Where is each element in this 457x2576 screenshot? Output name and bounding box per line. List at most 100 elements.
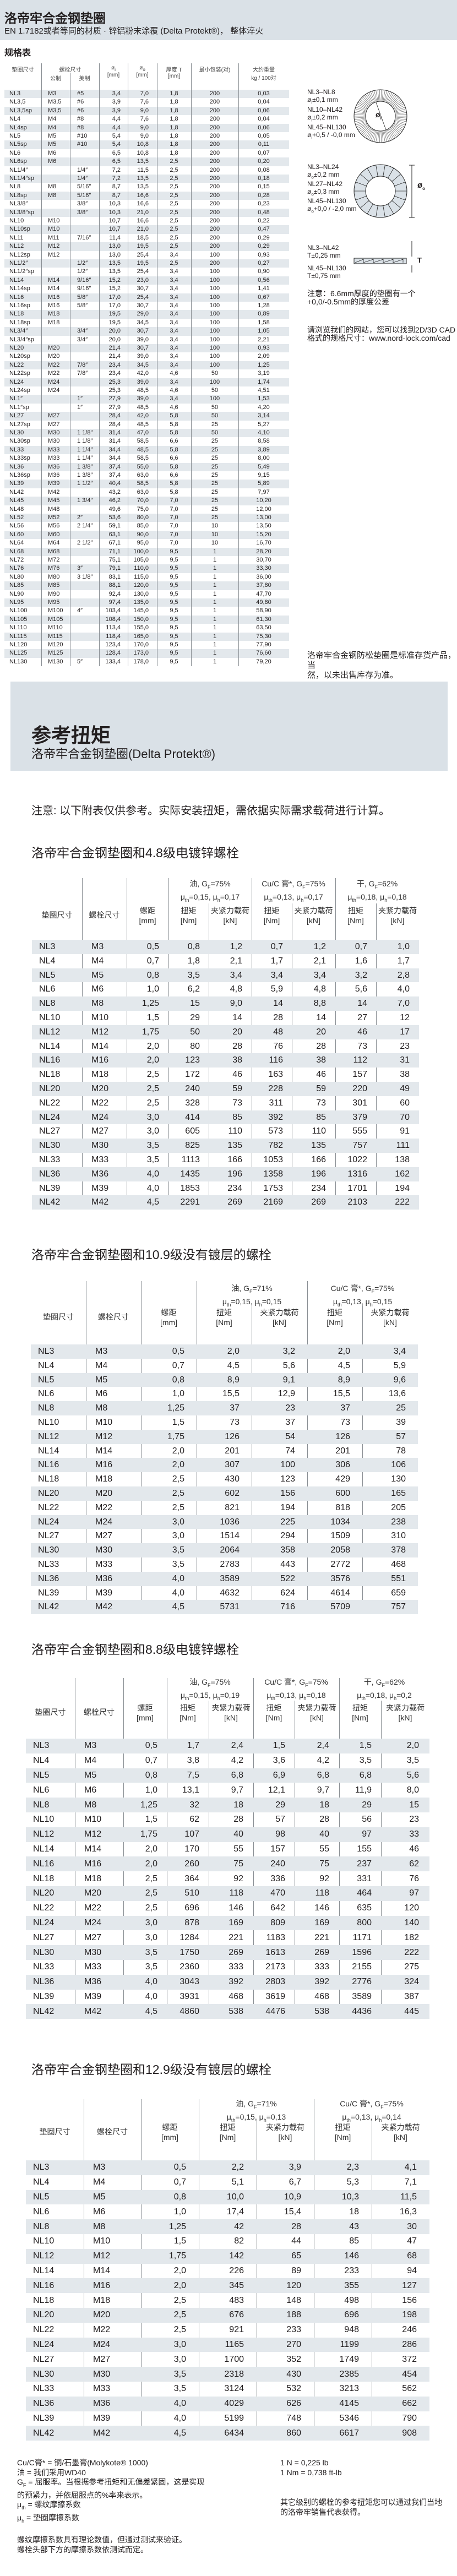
mu-th: =0,13, μ — [350, 2112, 379, 2121]
table-cell: NL42 — [33, 2006, 55, 2016]
spec-cell: NL22sp — [9, 370, 30, 377]
spec-cell: 2,5 — [170, 200, 178, 208]
table-cell: 138 — [395, 1154, 410, 1164]
spec-cell: M90 — [48, 590, 60, 597]
spec-cell: 7,0 — [170, 514, 178, 521]
spec-cell: 7,97 — [258, 488, 270, 495]
spec-cell: NL56 — [9, 522, 24, 530]
table-cell: 7,5 — [187, 1771, 199, 1780]
table-cell: NL33 — [33, 2384, 55, 2394]
thickness-tolerance: T±0,75 mm — [307, 272, 341, 280]
text: = 垫圈摩擦系数 — [24, 2513, 80, 2522]
label: 厚度 T — [166, 67, 182, 73]
table-cell: NL27 — [38, 1531, 59, 1541]
table-cell: 825 — [185, 1141, 200, 1151]
spec-cell: 100 — [209, 395, 220, 402]
spec-cell: M12 — [48, 243, 60, 250]
table-cell: 2803 — [265, 1977, 285, 1987]
table-cell: 1596 — [352, 1947, 372, 1957]
table-cell: 220 — [352, 1083, 367, 1093]
table-cell: 130 — [391, 1474, 406, 1484]
spec-cell: 1 — [213, 548, 217, 555]
spec-cell: M110 — [48, 624, 63, 631]
sub: F — [371, 1288, 375, 1294]
table-cell: 6,2 — [187, 984, 200, 994]
spec-cell: M5 — [48, 133, 57, 139]
table-cell: 30 — [407, 2221, 417, 2231]
header-text: 扭矩 — [220, 2123, 236, 2132]
mu-th: =0,13, μ — [275, 1690, 304, 1700]
spec-cell: 8,58 — [258, 438, 270, 445]
spec-cell: 2 1/2″ — [77, 540, 93, 547]
spec-cell: 5/8″ — [77, 302, 88, 309]
spec-cell: 100 — [209, 378, 220, 385]
table-cell: 170 — [184, 1844, 199, 1854]
spec-cell: 173,0 — [133, 650, 149, 657]
table-cell: 196 — [227, 1169, 242, 1179]
dia-symbol: ø — [307, 113, 312, 121]
spec-cell: 100 — [209, 276, 220, 284]
table-cell: 156 — [402, 2295, 417, 2305]
spec-cell: 39,0 — [137, 353, 149, 360]
sub: th — [231, 2117, 236, 2123]
header-text: [kN] — [310, 1713, 324, 1722]
spec-cell: NL3 — [9, 90, 21, 97]
spec-cell: 0,93 — [258, 251, 270, 258]
header-text: 垫圈尺寸 — [43, 1312, 74, 1321]
sub: F — [382, 1682, 385, 1688]
spec-cell: 200 — [209, 183, 220, 190]
table-cell: 782 — [268, 1141, 283, 1151]
table-cell: 1,5 — [359, 1741, 372, 1751]
table-cell: 15,5 — [222, 1389, 240, 1399]
table-cell: 221 — [228, 1932, 243, 1942]
table-cell: 468 — [314, 1992, 329, 2001]
table-cell: M6 — [84, 1785, 97, 1795]
spec-cell: 97,4 — [108, 599, 121, 606]
spec-cell: 0,48 — [258, 209, 270, 216]
sub: th — [184, 897, 189, 903]
table-cell: 8,9 — [227, 1375, 240, 1385]
table-cell: NL22 — [38, 1502, 59, 1512]
spec-cell: 75,0 — [137, 505, 149, 513]
table-cell: 1,5 — [172, 1417, 184, 1427]
table-cell: 46 — [357, 1027, 367, 1037]
table-cell: M5 — [93, 2192, 106, 2202]
table-cell: M30 — [93, 2369, 111, 2379]
table-cell: M6 — [95, 1389, 108, 1399]
table-cell: 54 — [285, 1431, 295, 1441]
spec-cell: M33 — [48, 455, 60, 462]
table-cell: 32 — [189, 1800, 199, 1810]
spec-cell: 200 — [209, 141, 220, 148]
spec-row — [4, 191, 289, 200]
dia-symbol: ø — [111, 65, 115, 71]
header-text: [kN] — [383, 1318, 397, 1327]
spec-cell: 10,7 — [108, 217, 121, 224]
group-header: Cu/C 膏*, GF=75% μth=0,13, μh=0,14 — [314, 2099, 429, 2125]
spec-cell: 2,21 — [258, 336, 270, 343]
table-cell: 538 — [228, 2006, 243, 2016]
spec-cell: 85,0 — [137, 522, 149, 530]
table-cell: 1,8 — [187, 956, 200, 966]
spec-cell: 25,3 — [108, 378, 121, 385]
table-cell: 269 — [314, 1947, 329, 1957]
table-cell: 2,5 — [146, 1070, 159, 1080]
spec-cell: NL36sp — [9, 472, 30, 478]
table-cell: 5346 — [339, 2414, 359, 2423]
spec-cell: M16 — [48, 302, 60, 309]
header-text: 夹紧力载荷 — [381, 2123, 420, 2132]
spec-cell: 30,7 — [137, 285, 149, 292]
spec-cell: 21,0 — [137, 226, 149, 233]
spec-cell: 200 — [209, 107, 220, 114]
table-cell: 0,7 — [270, 941, 283, 951]
table-cell: 222 — [395, 1197, 410, 1207]
spec-cell: 7,0 — [170, 540, 178, 547]
table-cell: 3,4 — [393, 1346, 406, 1356]
table-cell: 5709 — [330, 1602, 350, 1612]
table-cell: 68 — [407, 2251, 417, 2261]
spec-cell: 58,90 — [256, 607, 271, 614]
dia-symbol: ø — [307, 171, 312, 178]
column-divider — [191, 63, 192, 667]
mu: μ — [180, 892, 185, 901]
table-cell: 642 — [270, 1903, 285, 1913]
table-cell: 234 — [227, 1183, 242, 1193]
